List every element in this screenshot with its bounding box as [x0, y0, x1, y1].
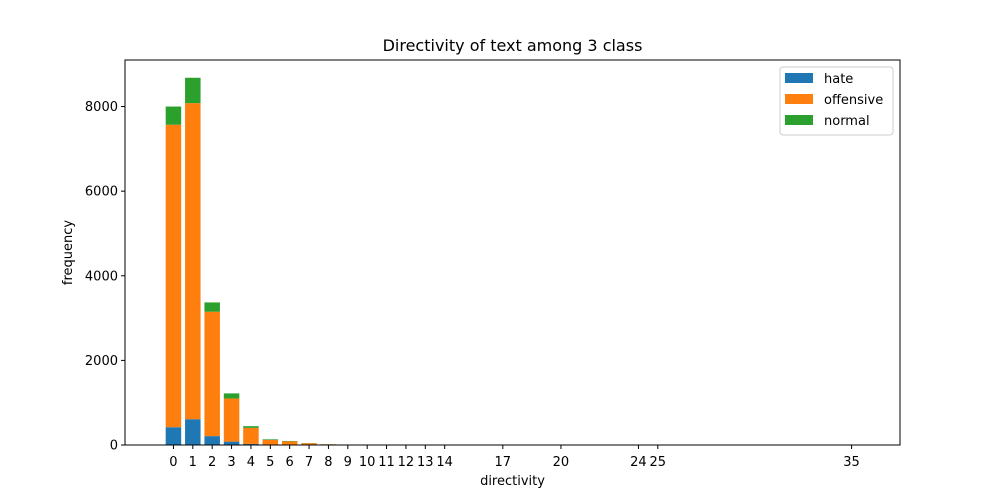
bar-normal-3	[224, 393, 240, 398]
legend-swatch-normal	[785, 115, 813, 125]
x-tick-label: 14	[436, 455, 453, 470]
bar-hate-2	[204, 436, 220, 445]
bar-normal-5	[263, 439, 279, 440]
legend-label-normal: normal	[824, 114, 870, 129]
legend-label-offensive: offensive	[824, 93, 883, 108]
chart-title: Directivity of text among 3 class	[383, 36, 643, 55]
x-tick-label: 35	[843, 455, 860, 470]
y-tick-label: 8000	[85, 100, 118, 115]
x-tick-label: 5	[266, 455, 274, 470]
bars-layer	[166, 78, 860, 445]
x-tick-label: 10	[359, 455, 376, 470]
y-tick-label: 4000	[85, 269, 118, 284]
legend: hate offensive normal	[780, 67, 893, 135]
bar-normal-1	[185, 78, 201, 103]
legend-swatch-hate	[785, 73, 813, 83]
x-tick-label: 7	[305, 455, 313, 470]
bar-hate-3	[224, 442, 240, 445]
y-tick-label: 0	[110, 439, 118, 454]
bar-normal-2	[204, 302, 220, 311]
bar-hate-0	[166, 427, 182, 445]
bar-offensive-5	[263, 440, 279, 445]
x-tick-label: 8	[324, 455, 332, 470]
x-tick-label: 6	[286, 455, 294, 470]
bar-offensive-1	[185, 103, 201, 419]
x-tick-label: 0	[169, 455, 177, 470]
x-axis-label: directivity	[480, 474, 545, 489]
x-tick-label: 4	[247, 455, 255, 470]
x-tick-label: 2	[208, 455, 216, 470]
x-tick-label: 17	[495, 455, 512, 470]
x-tick-label: 12	[398, 455, 415, 470]
y-tick-label: 2000	[85, 354, 118, 369]
x-tick-label: 11	[378, 455, 395, 470]
bar-hate-1	[185, 419, 201, 445]
y-axis-label: frequency	[61, 220, 76, 286]
x-tick-label: 25	[650, 455, 667, 470]
x-tick-label: 9	[344, 455, 352, 470]
bar-offensive-2	[204, 312, 220, 436]
x-tick-label: 1	[189, 455, 197, 470]
bar-normal-0	[166, 107, 182, 125]
bar-offensive-3	[224, 398, 240, 441]
x-tick-label: 20	[553, 455, 570, 470]
y-tick-label: 6000	[85, 185, 118, 200]
bar-offensive-0	[166, 125, 182, 428]
x-tick-label: 24	[630, 455, 647, 470]
bar-offensive-4	[243, 428, 259, 444]
bar-offensive-6	[282, 441, 298, 444]
legend-swatch-offensive	[785, 94, 813, 104]
y-axis: 0 2000 4000 6000 8000	[85, 100, 125, 453]
x-tick-label: 3	[227, 455, 235, 470]
x-tick-label: 13	[417, 455, 434, 470]
legend-label-hate: hate	[824, 72, 853, 87]
bar-normal-4	[243, 426, 259, 428]
